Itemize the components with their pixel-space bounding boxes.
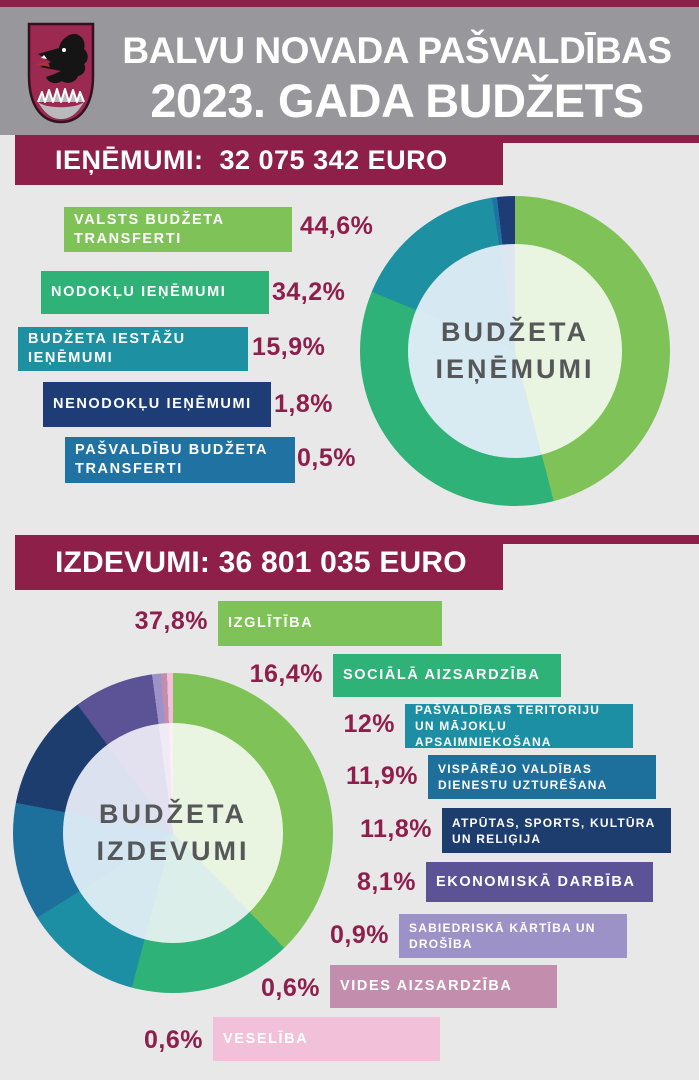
legend-value: 0,6%: [144, 1026, 203, 1054]
legend-bar-sociala-aizsardziba: SOCIĀLĀ AIZSARDZĪBA: [333, 654, 561, 697]
legend-label: SOCIĀLĀ AIZSARDZĪBA: [343, 667, 541, 683]
legend-bar-atputas-sports-kultura-religija: ATPŪTAS, SPORTS, KULTŪRA UN RELIĢIJA: [442, 808, 671, 853]
legend-label: VISPĀRĒJO VALDĪBAS DIENESTU UZTURĒŠANA: [438, 762, 608, 792]
legend-label: SABIEDRISKĀ KĀRTĪBA UN DROŠĪBA: [409, 921, 596, 951]
legend-value: 0,9%: [330, 921, 389, 949]
legend-value: 44,6%: [300, 212, 374, 240]
legend-label: PAŠVALDĪBAS TERITORIJU UN MĀJOKĻU APSAIM…: [415, 703, 601, 749]
wolf-tongue: [35, 62, 50, 67]
wolf-icon: [38, 33, 88, 84]
revenue-donut-chart: BUDŽETA IEŅĒMUMI: [360, 196, 670, 506]
legend-value: 12%: [343, 710, 395, 738]
legend-bar-visparejo-valdibas-dienestu-uzturesana: VISPĀRĒJO VALDĪBAS DIENESTU UZTURĒŠANA: [428, 755, 656, 799]
center-label-line-2: IEŅĒMUMI: [435, 354, 595, 384]
legend-value: 8,1%: [357, 868, 416, 896]
legend-value: 1,8%: [274, 390, 333, 418]
expenses-donut-center-label: BUDŽETA IZDEVUMI: [13, 673, 333, 993]
top-accent-strip: [0, 0, 699, 7]
header-title-line-1: BALVU NOVADA PAŠVALDĪBAS: [122, 30, 672, 71]
donut-hole: [63, 723, 283, 943]
legend-label: NENODOKĻU IEŅĒMUMI: [53, 396, 252, 412]
wolf-eye: [62, 48, 66, 52]
legend-bar-nodoklu-ienemumi: NODOKĻU IEŅĒMUMI: [41, 271, 269, 314]
legend-label: ATPŪTAS, SPORTS, KULTŪRA UN RELIĢIJA: [452, 815, 656, 846]
legend-bar-nenodoklu-ienemumi: NENODOKĻU IEŅĒMUMI: [43, 382, 271, 427]
header-title-line-2: 2023. GADA BUDŽETS: [150, 74, 644, 127]
legend-value: 0,6%: [261, 974, 320, 1002]
legend-bar-sabiedriska-kartiba-drosiba: SABIEDRISKĀ KĀRTĪBA UN DROŠĪBA: [399, 914, 627, 958]
legend-value: 0,5%: [297, 444, 356, 472]
donut-hole: [408, 244, 622, 458]
legend-value: 15,9%: [252, 333, 326, 361]
legend-label: IZGLĪTĪBA: [228, 615, 314, 631]
expenses-donut-chart: BUDŽETA IZDEVUMI: [13, 673, 333, 993]
legend-bar-pasvaldibas-teritoriju-apsaimniekosana: PAŠVALDĪBAS TERITORIJU UN MĀJOKĻU APSAIM…: [405, 703, 633, 749]
legend-label: VIDES AIZSARDZĪBA: [340, 978, 513, 994]
legend-value: 11,8%: [359, 815, 432, 843]
legend-label: PAŠVALDĪBU BUDŽETA TRANSFERTI: [75, 442, 268, 477]
revenue-banner: IEŅĒMUMI: 32 075 342 EURO: [15, 135, 503, 185]
legend-bar-veseliba: VESELĪBA: [213, 1017, 440, 1061]
legend-value: 16,4%: [249, 660, 323, 688]
balvu-coat-of-arms: [27, 22, 95, 124]
legend-label: EKONOMISKĀ DARBĪBA: [436, 873, 636, 890]
center-label-line-2: IZDEVUMI: [96, 836, 250, 866]
shield-rays: [37, 88, 85, 103]
legend-bar-ekonomiska-darbiba: EKONOMISKĀ DARBĪBA: [426, 862, 653, 902]
shield-base: [38, 102, 84, 119]
legend-value: 11,9%: [345, 762, 418, 790]
legend-label: VALSTS BUDŽETA TRANSFERTI: [74, 211, 225, 247]
center-label-line-1: BUDŽETA: [99, 799, 247, 829]
legend-label: NODOKĻU IEŅĒMUMI: [51, 284, 227, 300]
legend-value: 37,8%: [134, 607, 208, 635]
legend-bar-pasvaldibu-budzeta-transferti: PAŠVALDĪBU BUDŽETA TRANSFERTI: [65, 437, 295, 483]
wolf-tooth: [41, 55, 47, 59]
legend-bar-vides-aizsardziba: VIDES AIZSARDZĪBA: [330, 965, 557, 1008]
legend-value: 34,2%: [272, 278, 346, 306]
legend-bar-izglitiba: IZGLĪTĪBA: [218, 601, 442, 646]
header: BALVU NOVADA PAŠVALDĪBAS 2023. GADA BUDŽ…: [0, 7, 699, 135]
legend-label: VESELĪBA: [223, 1030, 309, 1047]
legend-label: BUDŽETA IESTĀŽU IEŅĒMUMI: [28, 331, 186, 366]
legend-bar-budzeta-iestazu-ienemumi: BUDŽETA IESTĀŽU IEŅĒMUMI: [18, 327, 248, 371]
expenses-banner: IZDEVUMI: 36 801 035 EURO: [15, 535, 503, 590]
revenue-donut-center-label: BUDŽETA IEŅĒMUMI: [360, 196, 670, 506]
legend-bar-valsts-budzeta-transferti: VALSTS BUDŽETA TRANSFERTI: [64, 207, 292, 252]
center-label-line-1: BUDŽETA: [441, 317, 589, 347]
